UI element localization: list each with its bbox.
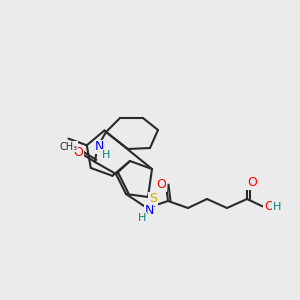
Text: N: N [144,203,154,217]
Text: H: H [138,213,146,223]
Text: H: H [102,150,110,160]
Text: N: N [94,140,104,154]
Text: O: O [156,178,166,191]
Text: H: H [273,202,281,212]
Text: O: O [264,200,274,214]
Text: O: O [73,146,83,158]
Text: S: S [149,193,157,206]
Text: CH₃: CH₃ [59,142,77,152]
Text: O: O [247,176,257,190]
